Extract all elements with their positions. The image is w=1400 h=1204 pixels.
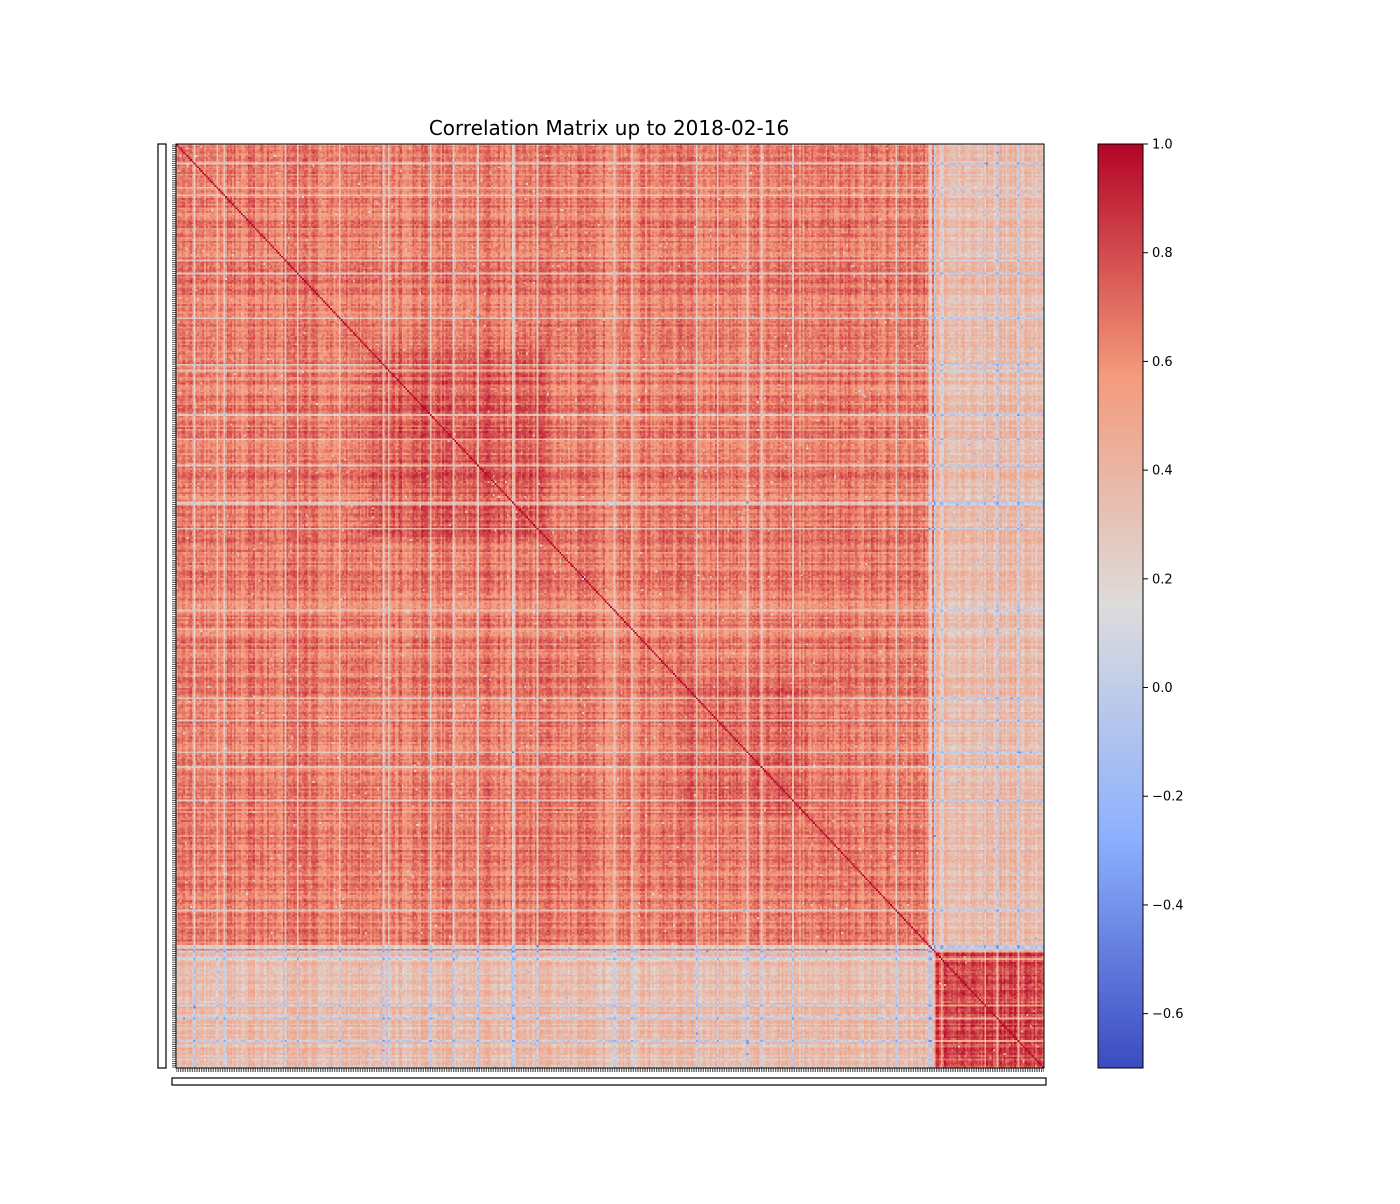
heatmap-container (176, 144, 1044, 1068)
colorbar-ticks: 1.0 0.8 0.6 0.4 0.2 0.0 −0.2 −0.4 −0.6 (1143, 138, 1184, 1022)
y-tick-labels-overlap (157, 143, 167, 1069)
x-tick-labels-overlap (171, 1077, 1047, 1086)
colorbar-tick-label: −0.6 (1152, 1007, 1184, 1022)
y-tick-marks (172, 144, 176, 1068)
colorbar-tick-label: 0.0 (1152, 681, 1173, 696)
heatmap-cells (176, 144, 1044, 1068)
chart-title: Correlation Matrix up to 2018-02-16 (429, 116, 789, 140)
colorbar-tick-label: 0.4 (1152, 464, 1173, 479)
colorbar-tick-label: −0.4 (1152, 898, 1184, 913)
colorbar-tick-label: −0.2 (1152, 790, 1184, 805)
colorbar-tick-label: 0.2 (1152, 572, 1173, 587)
heatmap-frame (175, 143, 1045, 1069)
x-tick-marks (176, 1068, 1044, 1072)
y-axis-ticks (157, 143, 176, 1069)
colorbar-tick-label: 1.0 (1152, 138, 1173, 153)
colorbar (1097, 143, 1144, 1069)
colorbar-tick-label: 0.6 (1152, 355, 1173, 370)
colorbar-tick-label: 0.8 (1152, 246, 1173, 261)
x-axis-ticks (171, 1068, 1047, 1086)
